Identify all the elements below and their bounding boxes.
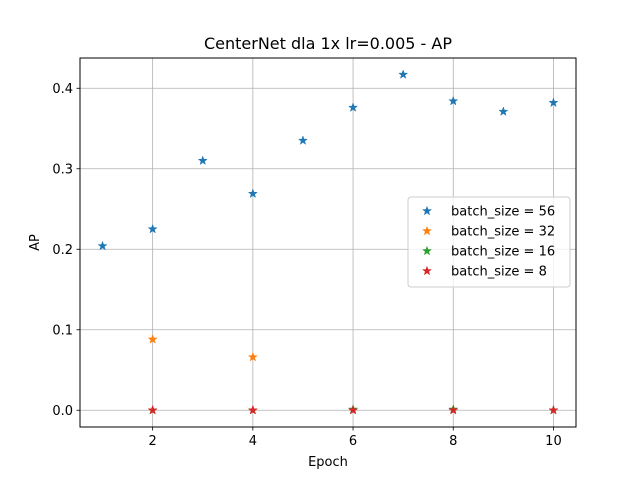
data-point-series-1: [398, 69, 409, 79]
legend-marker: [421, 205, 433, 216]
data-point-series-4: [548, 404, 559, 415]
plot-frame: [79, 57, 577, 428]
legend-label: batch_size = 32: [451, 225, 555, 240]
data-point-series-1: [347, 102, 359, 112]
data-point-series-2: [147, 334, 158, 344]
x-tick-label: 8: [449, 434, 457, 449]
data-point-series-1: [247, 188, 258, 199]
data-point-series-1: [97, 240, 108, 251]
data-point-series-1: [498, 106, 509, 116]
y-tick-label: 0.1: [52, 323, 73, 338]
x-axis-title: Epoch: [308, 455, 348, 470]
data-point-series-4: [147, 404, 158, 415]
chart-title: CenterNet dla 1x lr=0.005 - AP: [204, 34, 452, 53]
legend-label: batch_size = 16: [451, 245, 555, 260]
data-point-series-4: [448, 404, 459, 415]
data-point-series-1: [297, 135, 309, 145]
x-tick-label: 10: [545, 434, 562, 449]
data-points: [97, 69, 559, 415]
legend-marker: [421, 245, 433, 256]
y-tick-label: 0.4: [52, 82, 73, 97]
data-point-series-1: [448, 95, 459, 106]
y-axis-title: AP: [28, 234, 43, 251]
legend-marker: [421, 225, 433, 236]
y-tick-label: 0.3: [52, 162, 73, 177]
data-point-series-1: [548, 97, 559, 108]
legend-label: batch_size = 56: [451, 205, 555, 220]
x-tick-label: 2: [149, 434, 157, 449]
legend-label: batch_size = 8: [451, 265, 547, 280]
data-point-series-1: [197, 155, 208, 166]
x-tick-label: 6: [349, 434, 357, 449]
data-point-series-4: [247, 404, 258, 415]
x-tick-label: 4: [249, 434, 257, 449]
legend: batch_size = 56 batch_size = 32 batch_size…: [407, 196, 571, 288]
legend-box: [407, 196, 571, 288]
y-tick-label: 0.0: [52, 404, 73, 419]
legend-marker: [421, 265, 433, 276]
grid-lines: [80, 58, 576, 427]
y-tick-label: 0.2: [52, 243, 73, 258]
axis-ticks: 2 4 6 8 10 0.0 0.1 0.2 0.3 0.4: [52, 82, 561, 449]
data-point-series-4: [347, 404, 359, 415]
data-point-series-1: [147, 223, 158, 234]
data-point-series-2: [247, 351, 258, 362]
